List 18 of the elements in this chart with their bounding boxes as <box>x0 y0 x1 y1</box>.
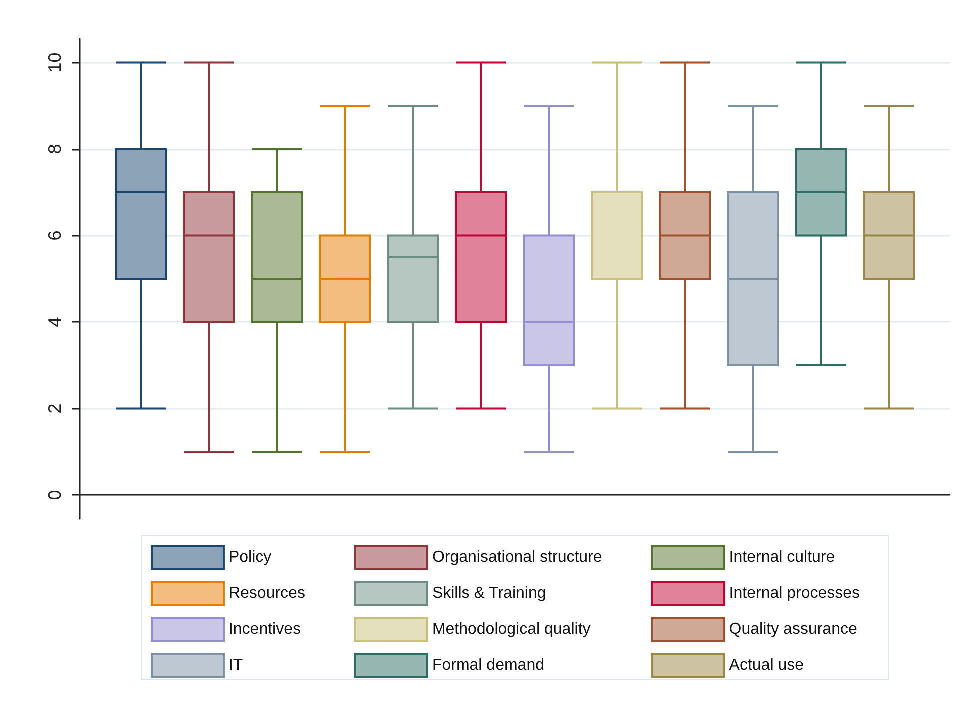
legend-label: Formal demand <box>432 657 544 674</box>
y-tick-label: 8 <box>45 144 65 154</box>
legend-label: Skills & Training <box>432 585 546 602</box>
legend-label: Resources <box>228 585 306 602</box>
y-tick-label: 0 <box>45 490 65 500</box>
y-tick-label: 6 <box>45 230 65 241</box>
legend-label: Internal processes <box>729 585 860 602</box>
legend-label: Policy <box>228 549 272 566</box>
legend-label: Incentives <box>228 621 302 638</box>
legend-label: Actual use <box>729 657 804 674</box>
legend-label: IT <box>228 657 244 674</box>
y-tick-label: 2 <box>45 404 65 414</box>
y-tick-label: 10 <box>45 52 65 73</box>
legend-label: Methodological quality <box>432 621 591 638</box>
legend-label: Quality assurance <box>729 621 858 638</box>
legend-label: Internal culture <box>729 549 836 566</box>
legend-label: Organisational structure <box>432 549 602 566</box>
y-tick-label: 4 <box>45 317 65 328</box>
